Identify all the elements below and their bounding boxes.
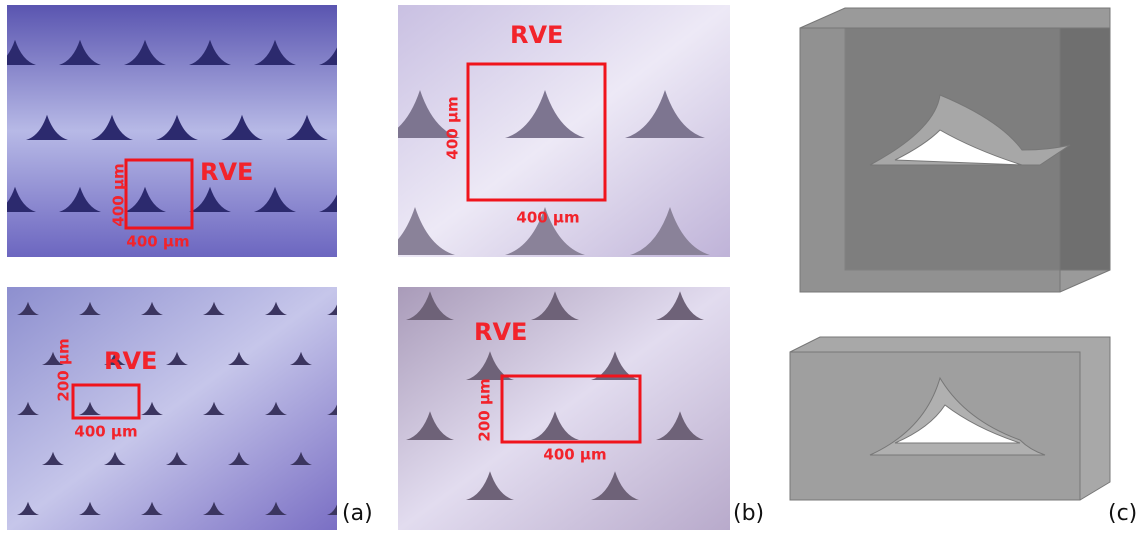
width-label: 400 µm [126,233,189,251]
panel-label: (b) [733,501,764,526]
rve-label: RVE [200,158,253,186]
width-label: 400 µm [543,446,606,464]
rve-label: RVE [510,21,563,49]
width-label: 400 µm [516,209,579,227]
width-label: 400 µm [74,423,137,441]
micrograph [398,287,730,530]
rve-label: RVE [104,347,157,375]
figure: RVE 400 µm 400 µm RVE 200 µm 400 µm (a) … [0,0,1147,539]
rve-model [790,337,1110,500]
rve-model [800,8,1110,292]
height-label: 400 µm [444,96,462,159]
panel-label: (c) [1108,501,1137,526]
micrograph [7,287,337,530]
height-label: 200 µm [476,378,494,441]
height-label: 200 µm [55,338,73,401]
panel-label: (a) [342,501,373,526]
rve-label: RVE [474,318,527,346]
height-label: 400 µm [110,163,128,226]
